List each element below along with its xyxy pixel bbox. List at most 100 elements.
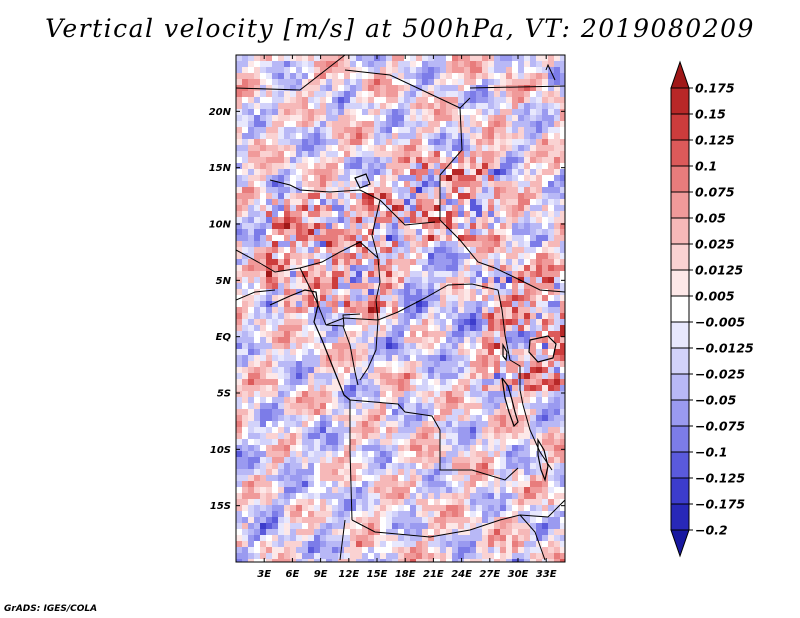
- field-cell: [326, 493, 333, 500]
- field-cell: [272, 151, 279, 158]
- field-cell: [494, 487, 501, 494]
- field-cell: [266, 199, 273, 206]
- field-cell: [374, 61, 381, 68]
- field-cell: [380, 487, 387, 494]
- field-cell: [518, 343, 525, 350]
- field-cell: [554, 187, 561, 194]
- field-cell: [506, 481, 513, 488]
- field-cell: [338, 343, 345, 350]
- field-cell: [530, 391, 537, 398]
- field-cell: [242, 421, 249, 428]
- field-cell: [554, 211, 561, 218]
- field-cell: [428, 109, 435, 116]
- field-cell: [446, 217, 453, 224]
- field-cell: [548, 109, 555, 116]
- field-cell: [296, 535, 303, 542]
- field-cell: [440, 343, 447, 350]
- field-cell: [452, 187, 459, 194]
- field-cell: [266, 379, 273, 386]
- field-cell: [512, 205, 519, 212]
- field-cell: [542, 499, 549, 506]
- field-cell: [254, 295, 261, 302]
- field-cell: [290, 241, 297, 248]
- field-cell: [560, 331, 565, 338]
- field-cell: [410, 199, 417, 206]
- field-cell: [542, 103, 549, 110]
- field-cell: [272, 85, 279, 92]
- field-cell: [308, 409, 315, 416]
- field-cell: [320, 295, 327, 302]
- field-cell: [338, 535, 345, 542]
- field-cell: [284, 145, 291, 152]
- field-cell: [356, 253, 363, 260]
- field-cell: [380, 499, 387, 506]
- field-cell: [476, 301, 483, 308]
- field-cell: [266, 247, 273, 254]
- field-cell: [410, 487, 417, 494]
- field-cell: [542, 421, 549, 428]
- field-cell: [248, 361, 255, 368]
- field-cell: [512, 235, 519, 242]
- field-cell: [398, 559, 405, 562]
- field-cell: [536, 121, 543, 128]
- field-cell: [554, 427, 561, 434]
- field-cell: [290, 499, 297, 506]
- field-cell: [278, 307, 285, 314]
- field-cell: [470, 337, 477, 344]
- field-cell: [434, 319, 441, 326]
- field-cell: [272, 67, 279, 74]
- field-cell: [542, 481, 549, 488]
- field-cell: [386, 397, 393, 404]
- field-cell: [386, 475, 393, 482]
- field-cell: [302, 355, 309, 362]
- field-cell: [488, 475, 495, 482]
- field-cell: [326, 421, 333, 428]
- field-cell: [536, 307, 543, 314]
- field-cell: [290, 343, 297, 350]
- field-cell: [356, 217, 363, 224]
- field-cell: [320, 253, 327, 260]
- field-cell: [476, 199, 483, 206]
- field-cell: [548, 451, 555, 458]
- field-cell: [248, 505, 255, 512]
- field-cell: [548, 283, 555, 290]
- field-cell: [386, 193, 393, 200]
- field-cell: [296, 445, 303, 452]
- field-cell: [272, 175, 279, 182]
- field-cell: [248, 193, 255, 200]
- field-cell: [308, 73, 315, 80]
- field-cell: [320, 475, 327, 482]
- field-cell: [236, 259, 243, 266]
- field-cell: [302, 133, 309, 140]
- field-cell: [470, 403, 477, 410]
- field-cell: [380, 529, 387, 536]
- field-cell: [470, 421, 477, 428]
- field-cell: [482, 457, 489, 464]
- field-cell: [296, 403, 303, 410]
- field-cell: [290, 349, 297, 356]
- field-cell: [314, 67, 321, 74]
- field-cell: [344, 223, 351, 230]
- field-cell: [296, 199, 303, 206]
- field-cell: [332, 151, 339, 158]
- field-cell: [452, 343, 459, 350]
- field-cell: [554, 421, 561, 428]
- field-cell: [554, 535, 561, 542]
- colorbar-box: [670, 269, 690, 297]
- field-cell: [344, 451, 351, 458]
- field-cell: [260, 523, 267, 530]
- colorbar-label: 0.15: [695, 107, 726, 122]
- field-cell: [392, 163, 399, 170]
- field-cell: [428, 253, 435, 260]
- field-cell: [362, 175, 369, 182]
- field-cell: [476, 229, 483, 236]
- field-cell: [422, 421, 429, 428]
- field-cell: [332, 517, 339, 524]
- field-cell: [428, 511, 435, 518]
- field-cell: [458, 517, 465, 524]
- field-cell: [548, 535, 555, 542]
- field-cell: [314, 133, 321, 140]
- field-cell: [308, 331, 315, 338]
- field-cell: [494, 319, 501, 326]
- field-cell: [266, 535, 273, 542]
